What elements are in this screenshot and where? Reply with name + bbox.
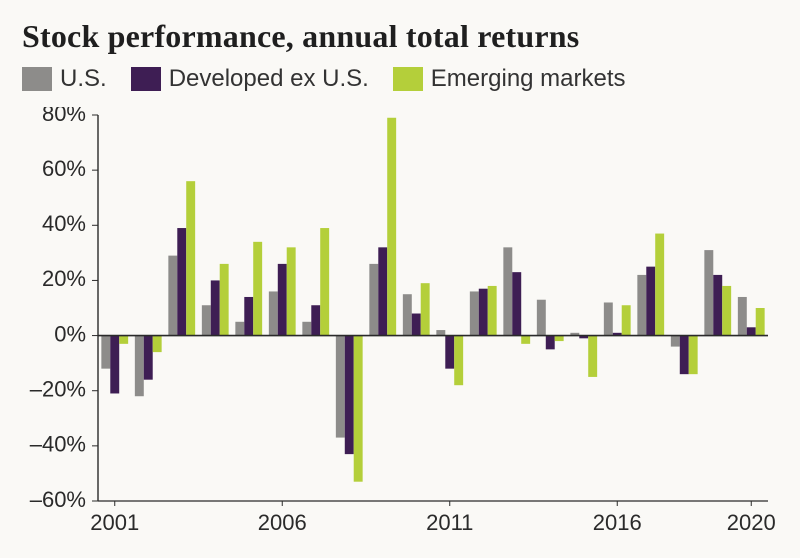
svg-text:0%: 0% bbox=[54, 321, 86, 346]
svg-text:80%: 80% bbox=[42, 107, 86, 126]
bar-chart-svg: –60% –40% –20% 0% 20% 40% 60% 80% 2001 2006 2011 20… bbox=[22, 107, 778, 547]
legend-item-dev: Developed ex U.S. bbox=[131, 65, 369, 93]
svg-text:2020: 2020 bbox=[727, 510, 776, 535]
svg-text:40%: 40% bbox=[42, 211, 86, 236]
legend-item-em: Emerging markets bbox=[393, 65, 626, 93]
svg-text:2016: 2016 bbox=[593, 510, 642, 535]
svg-text:2006: 2006 bbox=[258, 510, 307, 535]
legend-item-us: U.S. bbox=[22, 65, 107, 93]
legend: U.S. Developed ex U.S. Emerging markets bbox=[22, 65, 778, 93]
svg-text:20%: 20% bbox=[42, 266, 86, 291]
svg-text:–60%: –60% bbox=[30, 487, 86, 512]
legend-label-us: U.S. bbox=[60, 65, 107, 93]
chart-title: Stock performance, annual total returns bbox=[22, 18, 778, 55]
legend-swatch-em bbox=[393, 67, 423, 91]
svg-text:–20%: –20% bbox=[30, 377, 86, 402]
legend-label-dev: Developed ex U.S. bbox=[169, 65, 369, 93]
plot-area: –60% –40% –20% 0% 20% 40% 60% 80% 2001 2006 2011 20… bbox=[22, 107, 778, 547]
legend-swatch-us bbox=[22, 67, 52, 91]
legend-swatch-dev bbox=[131, 67, 161, 91]
svg-text:2011: 2011 bbox=[426, 510, 473, 535]
svg-text:60%: 60% bbox=[42, 156, 86, 181]
chart-container: Stock performance, annual total returns … bbox=[0, 0, 800, 558]
svg-text:2001: 2001 bbox=[90, 510, 139, 535]
legend-label-em: Emerging markets bbox=[431, 65, 626, 93]
svg-text:–40%: –40% bbox=[30, 432, 86, 457]
